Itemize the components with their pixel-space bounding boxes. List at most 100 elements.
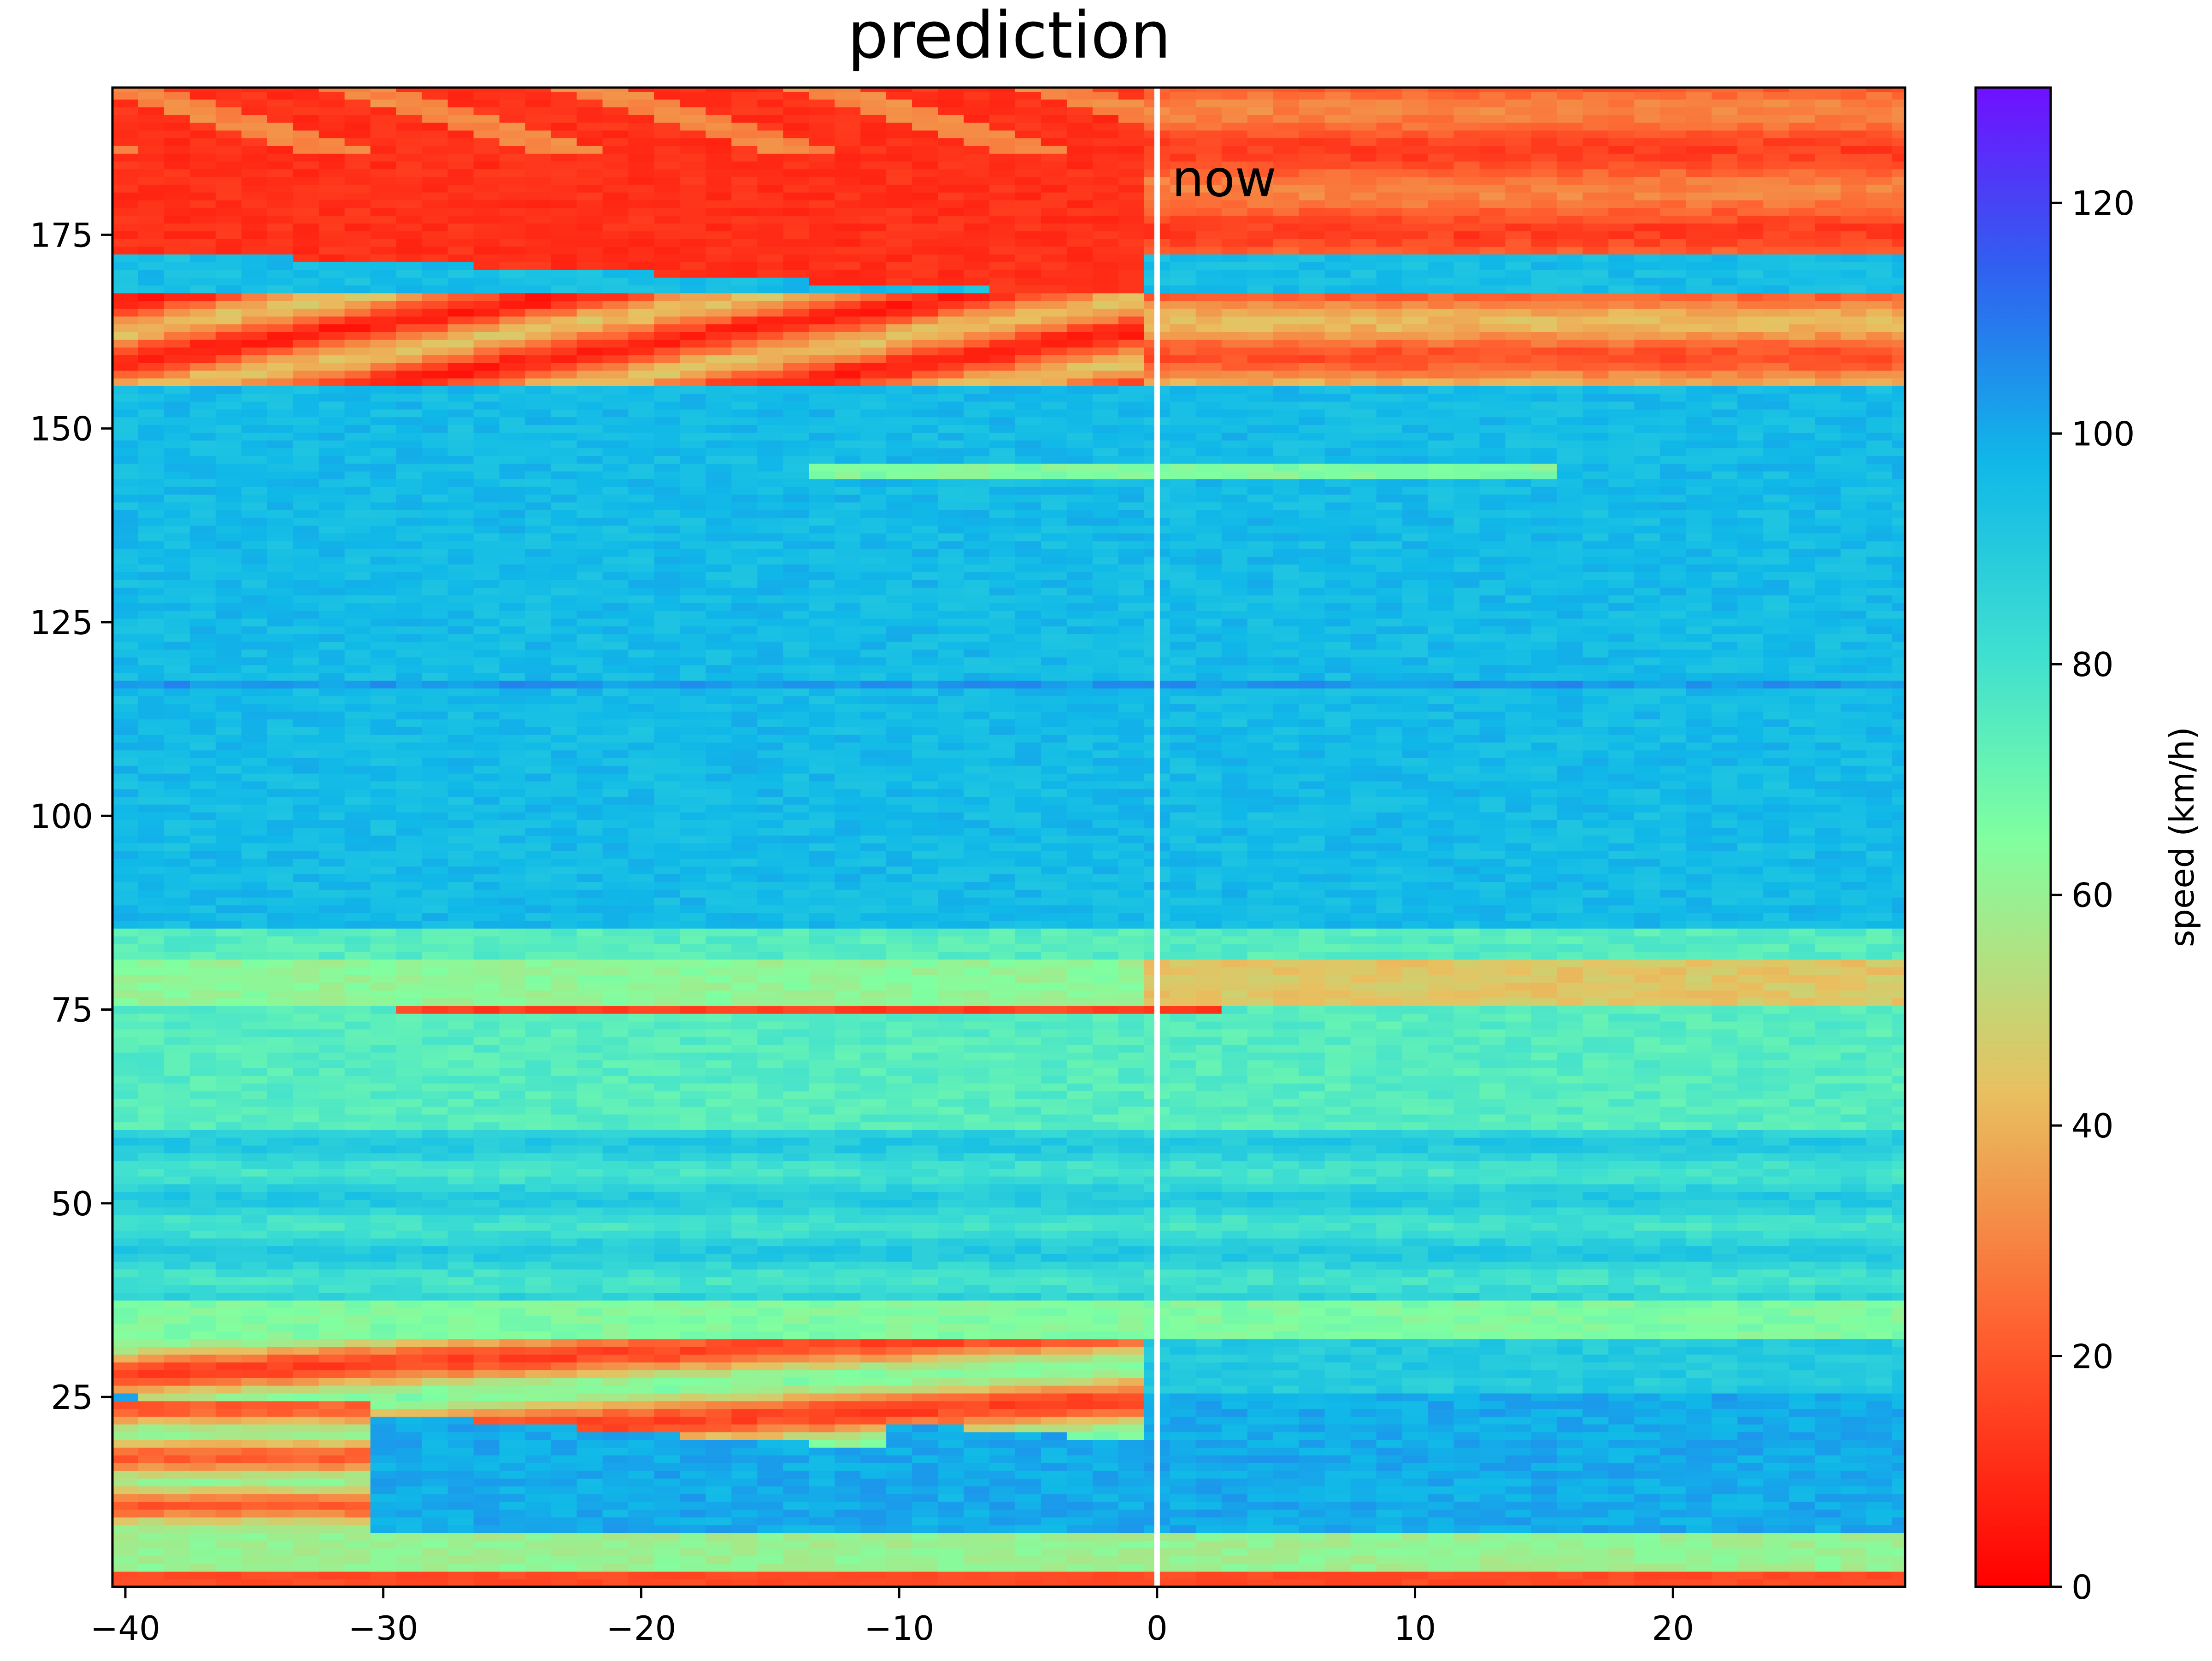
heatmap-cell [654,804,681,813]
heatmap-cell [215,882,242,890]
heatmap-cell [370,1083,397,1091]
heatmap-cell [164,277,190,286]
heatmap-cell [447,270,474,278]
heatmap-cell [396,920,423,929]
heatmap-cell [680,990,706,999]
heatmap-cell [473,850,500,859]
heatmap-cell [396,564,423,572]
heatmap-cell [577,695,603,704]
heatmap-cell [577,1153,603,1161]
heatmap-cell [654,773,681,782]
heatmap-cell [164,1254,190,1262]
heatmap-cell [447,262,474,270]
heatmap-cell [396,1261,423,1270]
heatmap-cell [602,114,629,123]
heatmap-cell [499,1222,526,1231]
heatmap-cell [602,486,629,495]
heatmap-cell [344,1269,371,1278]
heatmap-cell [602,347,629,355]
heatmap-cell [112,231,139,239]
heatmap-cell [628,300,655,309]
heatmap-cell [447,665,474,673]
heatmap-cell [164,579,190,588]
heatmap-cell [551,734,577,743]
heatmap-cell [267,533,294,542]
heatmap-cell [551,1571,577,1579]
heatmap-cell [525,223,552,231]
heatmap-cell [525,750,552,758]
heatmap-cell [164,1145,190,1154]
heatmap-cell [138,1021,165,1030]
heatmap-cell [138,1378,165,1386]
heatmap-cell [525,1315,552,1324]
heatmap-cell [189,750,216,758]
heatmap-cell [447,417,474,425]
heatmap-cell [164,928,190,937]
heatmap-cell [267,990,294,999]
heatmap-cell [757,1044,784,1053]
heatmap-cell [215,440,242,448]
heatmap-cell [447,463,474,471]
heatmap-cell [551,409,577,418]
heatmap-cell [706,1098,732,1107]
heatmap-cell [396,750,423,758]
heatmap-cell [241,362,268,371]
heatmap-cell [628,223,655,231]
heatmap-cell [164,695,190,704]
heatmap-cell [551,184,577,193]
heatmap-cell [422,1222,448,1231]
heatmap-cell [654,1362,681,1371]
heatmap-cell [731,998,758,1006]
heatmap-cell [318,1292,345,1301]
heatmap-cell [344,1346,371,1355]
heatmap-cell [602,316,629,324]
heatmap-cell [628,913,655,921]
heatmap-cell [551,1052,577,1060]
heatmap-cell [189,541,216,549]
heatmap-cell [602,843,629,851]
heatmap-cell [706,827,732,836]
heatmap-cell [344,610,371,619]
heatmap-cell [654,1269,681,1278]
heatmap-cell [473,634,500,642]
heatmap-cell [602,502,629,510]
heatmap-cell [525,1424,552,1432]
heatmap-cell [267,1463,294,1471]
heatmap-cell [499,355,526,363]
heatmap-cell [318,882,345,890]
heatmap-cell [551,548,577,557]
heatmap-cell [241,1431,268,1440]
heatmap-cell [473,1323,500,1331]
heatmap-cell [551,913,577,921]
heatmap-cell [525,1378,552,1386]
heatmap-cell [396,293,423,301]
heatmap-cell [164,1431,190,1440]
heatmap-cell [577,246,603,255]
heatmap-cell [164,1106,190,1115]
heatmap-cell [602,1168,629,1177]
heatmap-cell [602,1207,629,1215]
heatmap-cell [164,850,190,859]
heatmap-cell [577,1269,603,1278]
heatmap-cell [577,1486,603,1495]
heatmap-cell [628,1532,655,1541]
heatmap-cell [164,378,190,386]
heatmap-cell [447,1362,474,1371]
heatmap-cell [293,347,319,355]
heatmap-cell [499,781,526,789]
heatmap-cell [525,238,552,247]
heatmap-cell [473,1230,500,1239]
heatmap-cell [164,1555,190,1564]
heatmap-cell [602,1393,629,1402]
heatmap-cell [370,758,397,766]
heatmap-cell [370,1130,397,1138]
heatmap-cell [370,1378,397,1386]
heatmap-cell [422,1300,448,1308]
heatmap-cell [422,850,448,859]
heatmap-cell [422,835,448,843]
heatmap-cell [551,1122,577,1130]
heatmap-cell [318,541,345,549]
heatmap-cell [241,1362,268,1371]
heatmap-cell [473,1339,500,1347]
heatmap-cell [215,1091,242,1099]
